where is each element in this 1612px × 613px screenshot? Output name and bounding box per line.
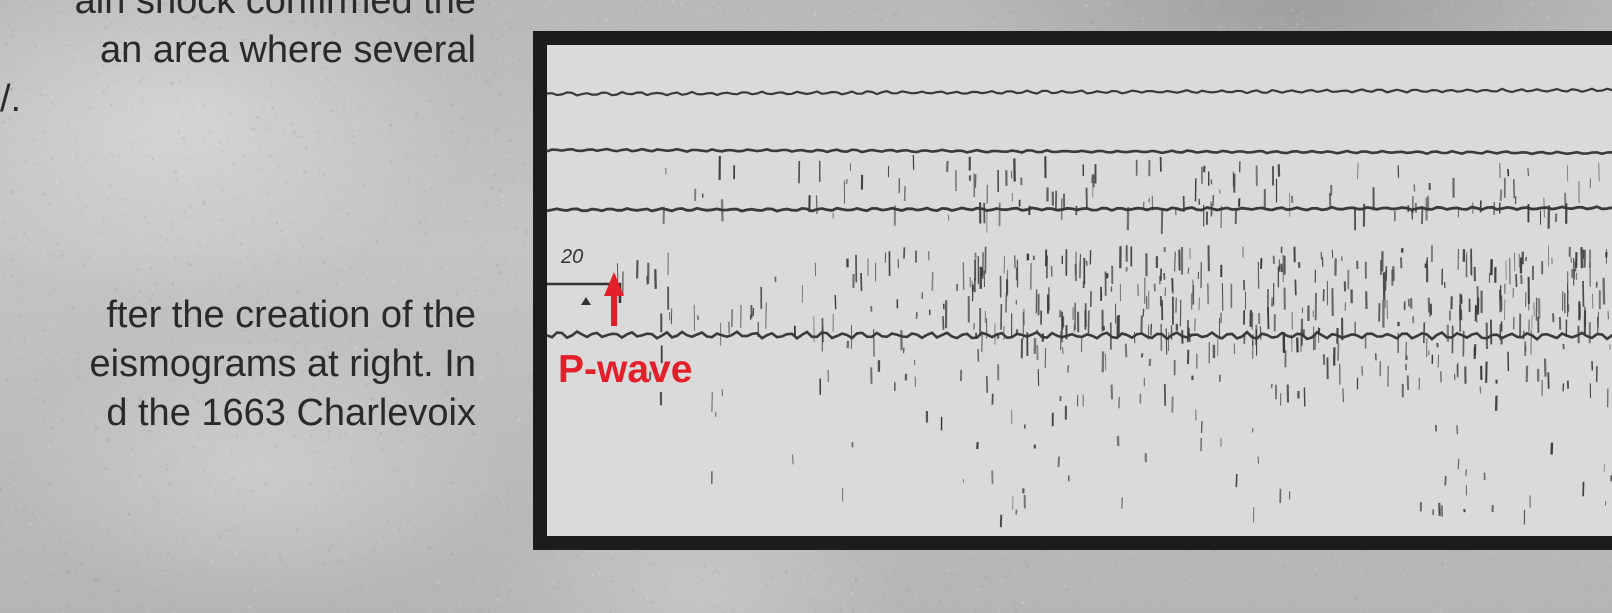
seismogram-trace-line: [547, 205, 1612, 213]
seismogram-spike: [821, 318, 824, 343]
paragraph-line: eismograms at right. In: [89, 343, 476, 385]
seismogram-spike: [999, 514, 1003, 528]
seismogram-spike: [1499, 289, 1502, 313]
seismogram-spike: [1165, 328, 1168, 355]
seismogram-spike: [1598, 162, 1600, 182]
seismogram-spike: [1270, 297, 1274, 307]
seismogram-spike: [1342, 388, 1344, 403]
seismogram-spike: [1411, 210, 1413, 220]
seismogram-spike: [1057, 456, 1060, 468]
paragraph-line: an area where several: [100, 29, 476, 71]
seismogram-spike: [1499, 189, 1503, 201]
seismogram-spike: [981, 334, 983, 352]
seismogram-spike: [1121, 497, 1123, 509]
small-arrow-mark: [581, 297, 591, 305]
seismogram-spike: [765, 302, 767, 329]
seismogram-record: 20: [547, 87, 1612, 528]
seismogram-spike: [1235, 473, 1238, 488]
seismogram-spike: [1067, 365, 1070, 373]
seismogram-spike: [942, 316, 945, 330]
seismogram-spike: [1125, 267, 1128, 272]
seismogram-spike: [730, 309, 734, 327]
seismogram-spike: [1243, 333, 1246, 344]
seismogram-spike: [1267, 307, 1270, 330]
paragraph-bottom: fter the creation of the eismograms at r…: [0, 291, 476, 438]
seismogram-spike: [1187, 267, 1190, 274]
seismogram-spike: [1085, 260, 1088, 266]
paragraph-top: ain shock confirmed the an area where se…: [0, 0, 476, 124]
seismogram-spike: [1331, 249, 1334, 259]
seismogram-spike: [1361, 366, 1364, 376]
seismogram-spike: [720, 199, 724, 222]
paragraph-line: /.: [0, 78, 22, 120]
seismogram-trace-line: [547, 87, 1612, 97]
seismogram-spike: [1291, 334, 1293, 353]
seismogram-spike: [1091, 175, 1094, 184]
seismogram-spike: [1425, 260, 1429, 282]
pwave-label: P-wave: [558, 348, 693, 391]
seismogram-spike: [1607, 310, 1610, 320]
seismogram-spike: [1543, 358, 1547, 377]
seismogram-spike: [1527, 168, 1529, 177]
seismogram-spike: [834, 294, 837, 310]
seismogram-spike: [1357, 162, 1359, 180]
seismogram-spike: [1427, 297, 1431, 313]
seismogram-spike: [697, 315, 699, 320]
seismogram-spike: [1257, 456, 1259, 464]
seismogram-spike: [1005, 293, 1007, 313]
seismogram-spike: [1543, 197, 1545, 218]
seismogram-spike: [873, 329, 875, 357]
pwave-arrow-icon: [604, 272, 624, 326]
seismogram-spike: [1463, 508, 1466, 513]
seismogram-spike: [815, 195, 818, 215]
seismogram-spike: [1150, 323, 1153, 336]
paragraph-line: ain shock confirmed the: [74, 0, 476, 22]
seismogram-spike: [1251, 312, 1254, 330]
seismogram-spike: [1280, 263, 1283, 273]
seismogram-trace-line: [547, 147, 1612, 156]
seismogram-frame: 20: [533, 31, 1612, 550]
seismogram-spike: [986, 376, 989, 393]
paragraph-line: d the 1663 Charlevoix: [106, 392, 476, 434]
seismogram-spike: [1058, 309, 1062, 318]
seismogram-spikes: [617, 154, 1612, 528]
seismogram-spike: [946, 160, 949, 172]
seismogram-spike: [1061, 347, 1064, 354]
seismogram-spike: [977, 349, 980, 362]
scale-label: 20: [560, 246, 583, 268]
seismogram-spike: [1124, 343, 1128, 358]
seismogram-spike: [1602, 277, 1606, 305]
seismogram-spike: [947, 214, 950, 221]
seismogram-spike: [1507, 168, 1510, 177]
seismogram-spike: [1525, 256, 1527, 262]
seismogram-spike: [1514, 196, 1517, 204]
seismogram-spike: [1174, 251, 1176, 272]
seismogram-spike: [860, 272, 863, 291]
seismogram-spike: [903, 186, 906, 202]
seismogram-spike: [1514, 252, 1516, 272]
calibration-step-mark: [547, 282, 622, 303]
paragraph-line: fter the creation of the: [106, 294, 476, 336]
seismogram-spike: [1423, 322, 1426, 344]
seismogram-spike: [971, 280, 973, 295]
seismogram-spike: [1582, 280, 1585, 307]
